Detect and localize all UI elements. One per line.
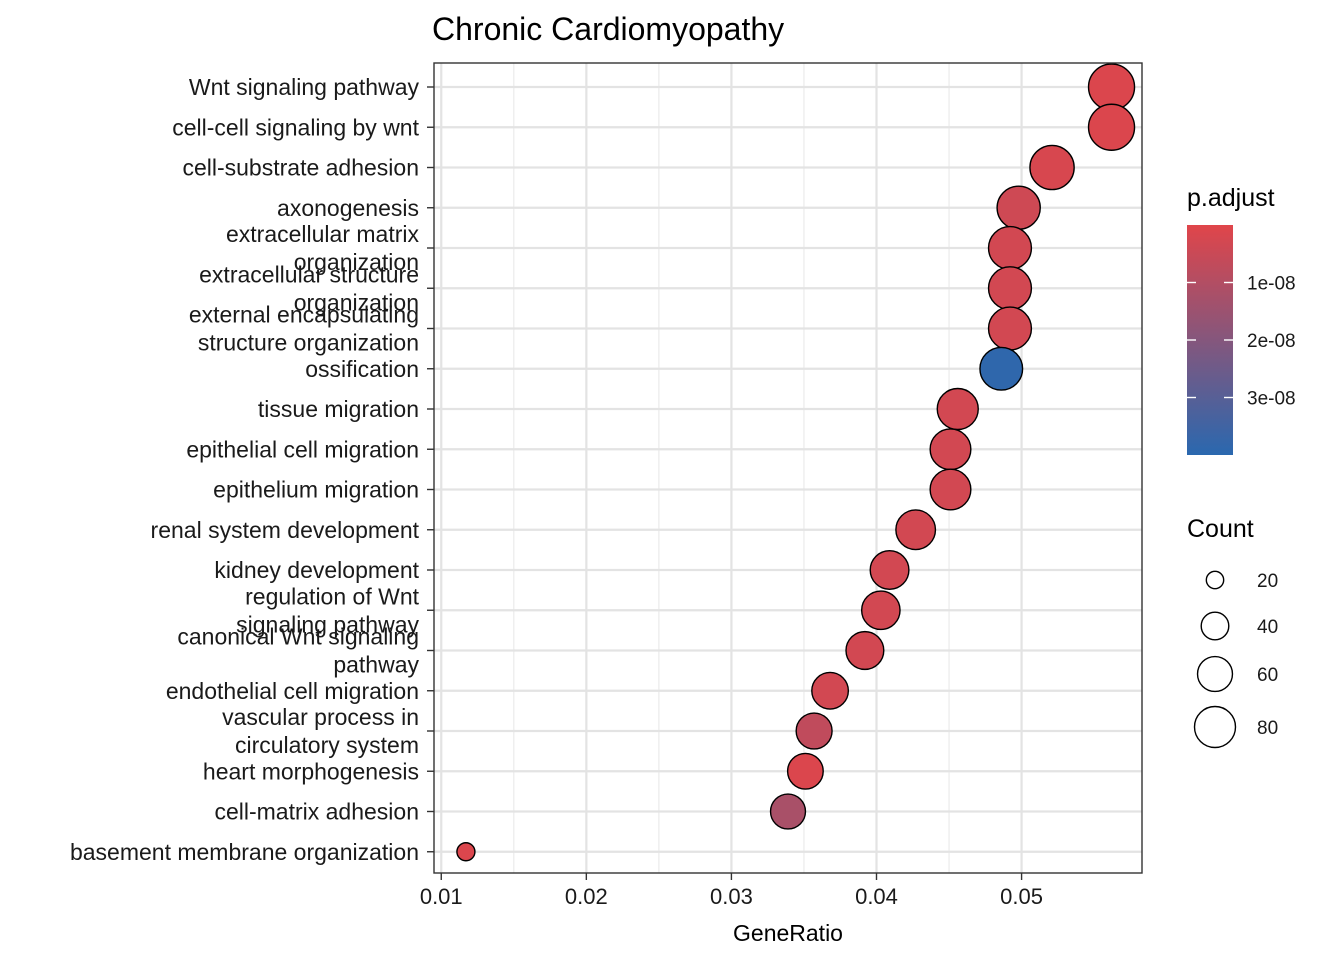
data-point bbox=[795, 712, 833, 750]
size-legend-circle bbox=[1200, 611, 1230, 641]
data-point bbox=[1087, 103, 1136, 151]
data-point bbox=[929, 428, 972, 471]
y-category-label: canonical Wnt signaling pathway bbox=[177, 624, 419, 678]
y-category-label: basement membrane organization bbox=[70, 839, 419, 865]
size-legend: Count 20 40 60 80 bbox=[1187, 515, 1278, 749]
size-legend-circle bbox=[1193, 705, 1237, 749]
size-legend-title: Count bbox=[1187, 515, 1254, 543]
y-category-label: cell-substrate adhesion bbox=[182, 155, 419, 181]
y-category-label: axonogenesis bbox=[277, 195, 419, 221]
data-point bbox=[987, 266, 1033, 311]
plot-panel bbox=[433, 62, 1143, 874]
color-legend-label: 2e-08 bbox=[1247, 331, 1296, 352]
size-legend-label: 20 bbox=[1257, 571, 1278, 592]
size-legend-label: 80 bbox=[1257, 718, 1278, 739]
y-category-label: endothelial cell migration bbox=[166, 678, 419, 704]
size-legend-label: 40 bbox=[1257, 617, 1278, 638]
data-point bbox=[845, 630, 885, 671]
y-category-label: vascular process in circulatory system bbox=[222, 704, 419, 758]
y-category-label: heart morphogenesis bbox=[203, 758, 419, 784]
y-category-label: epithelium migration bbox=[213, 477, 419, 503]
data-point bbox=[936, 387, 979, 431]
y-category-label: ossification bbox=[305, 356, 419, 382]
data-point bbox=[996, 185, 1041, 231]
y-category-label: epithelial cell migration bbox=[186, 436, 419, 462]
y-category-label: external encapsulating structure organiza… bbox=[189, 302, 419, 356]
data-point bbox=[929, 468, 972, 511]
color-legend-label: 1e-08 bbox=[1247, 274, 1296, 295]
y-category-label: Wnt signaling pathway bbox=[189, 74, 420, 100]
size-legend-label: 60 bbox=[1257, 665, 1278, 686]
y-category-label: extracellular matrix organization bbox=[226, 221, 419, 275]
data-point bbox=[869, 549, 910, 591]
x-tick-label: 0.02 bbox=[565, 884, 608, 909]
x-tick-label: 0.05 bbox=[1000, 884, 1043, 909]
y-category-label: renal system development bbox=[151, 517, 420, 543]
y-category-label: tissue migration bbox=[258, 396, 419, 422]
data-point bbox=[1087, 63, 1136, 111]
data-point bbox=[987, 225, 1033, 271]
size-legend-circle bbox=[1196, 655, 1234, 693]
data-point bbox=[979, 346, 1024, 391]
chart-title: Chronic Cardiomyopathy bbox=[432, 11, 784, 47]
y-category-label: regulation of Wnt signaling pathway bbox=[236, 583, 419, 637]
x-tick-label: 0.04 bbox=[855, 884, 898, 909]
size-legend-circle bbox=[1205, 570, 1225, 590]
color-legend: p.adjust 1e-08 2e-08 3e-08 bbox=[1187, 184, 1296, 455]
y-category-label: kidney development bbox=[214, 557, 419, 583]
x-tick-label: 0.03 bbox=[710, 884, 753, 909]
y-axis: Wnt signaling pathway cell-cell signaling… bbox=[70, 74, 434, 865]
y-category-label: extracellular structure organization bbox=[199, 261, 419, 315]
x-axis: 0.01 0.02 0.03 0.04 0.05 bbox=[420, 873, 1043, 909]
data-points bbox=[456, 63, 1136, 862]
data-point bbox=[456, 842, 476, 862]
color-legend-label: 3e-08 bbox=[1247, 389, 1296, 410]
color-legend-title: p.adjust bbox=[1187, 184, 1275, 212]
x-axis-label: GeneRatio bbox=[733, 920, 843, 946]
data-point bbox=[811, 671, 850, 710]
data-point bbox=[860, 590, 901, 631]
y-category-label: cell-matrix adhesion bbox=[214, 799, 419, 825]
x-tick-label: 0.01 bbox=[420, 884, 463, 909]
data-point bbox=[786, 752, 824, 790]
data-point bbox=[987, 306, 1033, 351]
data-point bbox=[769, 793, 807, 830]
data-point bbox=[895, 509, 937, 551]
data-point bbox=[1029, 144, 1075, 191]
y-category-label: cell-cell signaling by wnt bbox=[172, 114, 419, 140]
